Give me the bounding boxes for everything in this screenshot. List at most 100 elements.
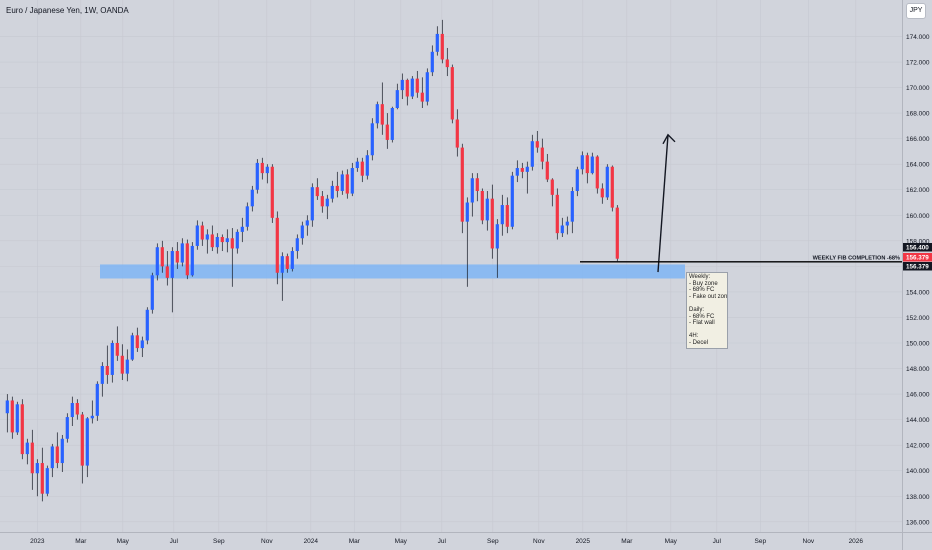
candle-body-up: [215, 236, 219, 248]
candle-body-down: [535, 141, 539, 148]
candle-body-down: [420, 92, 424, 102]
candle-body-down: [160, 247, 164, 267]
candle: [25, 438, 29, 465]
candle-body-down: [405, 79, 409, 97]
candle-body-down: [75, 403, 79, 415]
candle: [425, 68, 429, 106]
candle: [135, 327, 139, 352]
candle: [100, 362, 104, 397]
candle-body-down: [80, 414, 84, 466]
candle-body-up: [90, 415, 94, 419]
candle-body-up: [280, 256, 284, 273]
x-tick-label: May: [665, 538, 678, 545]
candle: [395, 83, 399, 110]
x-tick-label: Nov: [533, 538, 545, 545]
target-arrow-shaft[interactable]: [657, 134, 669, 273]
symbol-title: Euro / Japanese Yen, 1W, OANDA: [6, 6, 129, 15]
candle-body-down: [615, 207, 619, 259]
candle: [110, 340, 114, 383]
candle: [115, 326, 119, 361]
candle-body-down: [600, 188, 604, 198]
candle: [105, 345, 109, 384]
y-tick-label: 154.000: [906, 289, 930, 296]
annotation-layer: WEEKLY FIB COMPLETION -68%: [580, 133, 902, 273]
price-axis[interactable]: 136.000 138.000 140.000 142.000 144.000 146.0…: [902, 0, 932, 550]
candle-body-down: [555, 194, 559, 234]
candle: [265, 164, 269, 184]
candle: [385, 113, 389, 149]
candle: [490, 184, 494, 259]
candle-body-up: [155, 247, 159, 276]
candle: [300, 221, 304, 245]
candle: [245, 202, 249, 231]
candle: [390, 106, 394, 143]
currency-badge[interactable]: JPY: [906, 3, 926, 19]
candle-body-up: [50, 446, 54, 469]
candle: [155, 243, 159, 281]
candle: [365, 150, 369, 180]
candle: [495, 219, 499, 278]
candle: [60, 434, 64, 472]
x-tick-label: Nov: [261, 538, 273, 545]
candle: [480, 188, 484, 225]
candle: [180, 238, 184, 267]
candle-body-up: [565, 221, 569, 226]
candle-body-up: [130, 335, 134, 360]
candle-body-up: [340, 174, 344, 192]
candle-body-up: [290, 251, 294, 269]
y-tick-label: 144.000: [906, 417, 930, 424]
candle: [195, 220, 199, 250]
candle: [450, 64, 454, 124]
candle-body-down: [480, 191, 484, 221]
candle-body-down: [120, 355, 124, 374]
x-tick-label: Sep: [755, 538, 767, 545]
candle: [455, 109, 459, 157]
candle: [485, 191, 489, 231]
candle: [55, 432, 59, 469]
candle-body-up: [15, 404, 19, 433]
candle-body-down: [165, 266, 169, 278]
candle: [200, 221, 204, 246]
candle-body-up: [255, 162, 259, 190]
candle: [215, 233, 219, 254]
candle-body-down: [30, 442, 34, 474]
time-axis[interactable]: 2023 Mar May Jul Sep Nov 2024 Mar May Jul Sep Nov 20…: [0, 532, 932, 546]
candle: [285, 253, 289, 273]
candle-body-down: [380, 104, 384, 125]
y-tick-label: 174.000: [906, 34, 930, 41]
candle: [590, 152, 594, 175]
analysis-note[interactable]: Weekly: - Buy zone - 68% FC - Fake out z…: [686, 272, 728, 349]
candle: [240, 217, 244, 243]
x-tick-label: 2026: [849, 538, 864, 545]
candle-body-up: [245, 206, 249, 227]
candle-body-up: [470, 178, 474, 203]
candle: [550, 178, 554, 207]
candle-body-down: [175, 251, 179, 263]
candle-body-up: [300, 225, 304, 239]
candle: [470, 173, 474, 217]
candle: [555, 188, 559, 240]
candle: [520, 162, 524, 179]
buy-zone-rectangle[interactable]: [100, 264, 685, 279]
candle-body-up: [190, 245, 194, 276]
candle-body-up: [410, 78, 414, 97]
candle: [400, 73, 404, 100]
candle: [210, 225, 214, 252]
candle-body-down: [105, 365, 109, 375]
candle-body-up: [250, 189, 254, 207]
candle: [190, 242, 194, 277]
y-tick-label: 148.000: [906, 366, 930, 373]
candle-body-up: [205, 234, 209, 240]
x-tick-label: 2023: [30, 538, 45, 545]
candle-body-up: [25, 442, 29, 455]
candle-body-up: [225, 238, 229, 243]
candle: [130, 332, 134, 361]
candle: [185, 239, 189, 280]
candle: [70, 396, 74, 427]
candle: [260, 157, 264, 180]
candle-body-up: [70, 403, 74, 418]
candle: [605, 164, 609, 200]
candle-body-up: [95, 383, 99, 416]
